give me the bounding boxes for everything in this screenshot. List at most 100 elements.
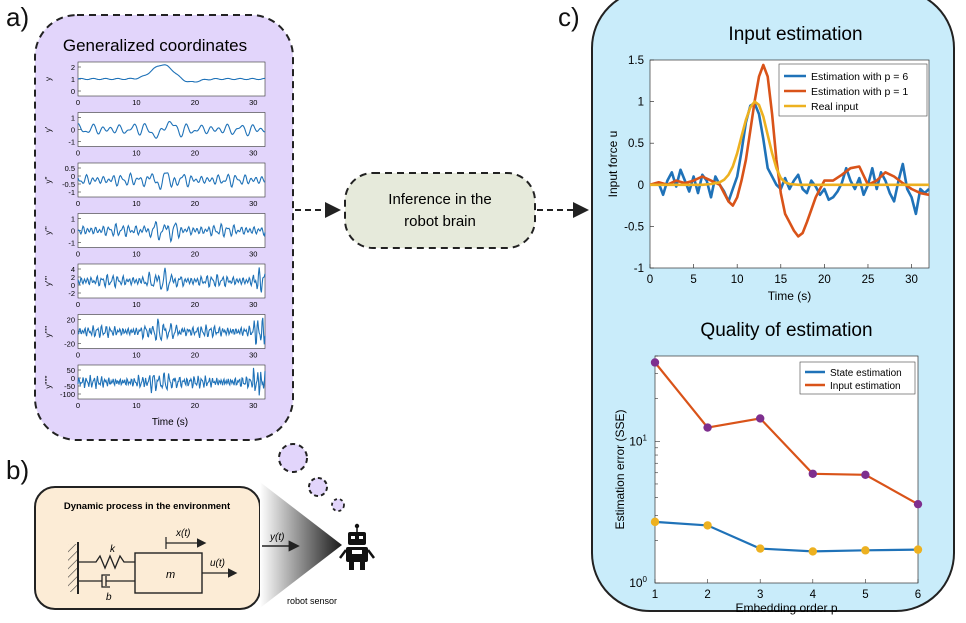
coord-plot-ytick: -100 [60, 390, 75, 399]
u-label: u(t) [210, 558, 225, 569]
coord-plot-frame [78, 113, 265, 147]
environment-title: Dynamic process in the environment [64, 501, 231, 512]
coord-plot-ytick: 0 [71, 87, 75, 96]
input-estimation-ytick-label: 0.5 [628, 138, 644, 150]
quality-xlabel: Embedding order p [735, 601, 837, 615]
coord-plot-xtick: 10 [132, 149, 140, 158]
quality-xtick-label: 3 [757, 589, 763, 601]
inference-text-line1: Inference in the [388, 191, 491, 208]
input-estimation-xtick-label: 30 [905, 274, 918, 286]
coord-plot-ytick: 1 [71, 114, 75, 123]
input-estimation-ytick-label: 1.5 [628, 55, 644, 67]
quality-of-estimation-chart: Quality of estimation 100 101 1 2 3 4 5 6 Embeddi… [613, 320, 922, 615]
coord-plot-xtick: 20 [191, 351, 199, 360]
robot-icon [340, 524, 374, 570]
panel-a-xlabel: Time (s) [152, 417, 188, 428]
y-label: y(t) [269, 532, 284, 543]
thought-bubble-small [332, 499, 344, 511]
coord-plot-xtick: 30 [249, 149, 257, 158]
legend-label: State estimation [830, 368, 902, 379]
quality-point [703, 423, 711, 431]
coord-plot-ytick: -20 [64, 340, 75, 349]
thought-bubble-medium [309, 478, 327, 496]
coord-plot-xtick: 30 [249, 300, 257, 309]
legend-label: Input estimation [830, 381, 901, 392]
coord-plot-ytick: -1 [68, 239, 75, 248]
input-estimation-title: Input estimation [728, 24, 862, 45]
input-estimation-ytick-label: 1 [638, 97, 644, 109]
coord-plot-ylabel: y''''' [44, 325, 53, 337]
coord-plot-frame [78, 163, 265, 197]
quality-point [651, 358, 659, 366]
inference-box [345, 173, 535, 248]
coord-plot-xtick: 20 [191, 250, 199, 259]
quality-point [861, 546, 869, 554]
mass-label: m [166, 569, 175, 581]
quality-point [809, 547, 817, 555]
coord-plot-ytick: 0 [71, 227, 75, 236]
quality-ylabel: Estimation error (SSE) [613, 409, 627, 529]
coord-plot-xtick: 30 [249, 401, 257, 410]
input-estimation-xtick-label: 5 [690, 274, 696, 286]
coord-plot-xtick: 0 [76, 401, 80, 410]
coord-plot-xtick: 10 [132, 401, 140, 410]
coord-plot-xtick: 0 [76, 351, 80, 360]
input-estimation-xlabel: Time (s) [768, 289, 812, 303]
input-estimation-xtick-label: 20 [818, 274, 831, 286]
quality-title: Quality of estimation [700, 320, 872, 341]
quality-xtick-label: 6 [915, 589, 921, 601]
coord-plot-xtick: 30 [249, 351, 257, 360]
coord-plot-ytick: 20 [67, 316, 75, 325]
quality-point [756, 544, 764, 552]
coord-plot-xtick: 10 [132, 250, 140, 259]
quality-point [756, 414, 764, 422]
coord-plot-ytick: -1 [68, 188, 75, 197]
damper-label: b [106, 592, 112, 603]
coord-plot-ylabel: y'' [44, 176, 53, 184]
coord-plot-ytick: 1 [71, 75, 75, 84]
coord-plot-ylabel: y [44, 77, 53, 81]
input-estimation-ytick-label: -0.5 [624, 221, 644, 233]
quality-point [914, 500, 922, 508]
quality-point [809, 470, 817, 478]
input-estimation-xtick-label: 0 [647, 274, 653, 286]
coord-plot-xtick: 0 [76, 98, 80, 107]
coord-plot-xtick: 30 [249, 250, 257, 259]
quality-point [651, 518, 659, 526]
panel-a-title: Generalized coordinates [63, 36, 247, 55]
quality-xtick-label: 5 [862, 589, 868, 601]
input-estimation-ylabel: Input force u [606, 131, 620, 198]
coord-plot-xtick: 10 [132, 199, 140, 208]
coord-plot-ytick: 0 [71, 126, 75, 135]
coord-plot-xtick: 10 [132, 351, 140, 360]
quality-xtick-label: 4 [810, 589, 817, 601]
coord-plot-frame [78, 214, 265, 248]
coord-plot-xtick: 10 [132, 98, 140, 107]
quality-point [914, 545, 922, 553]
legend-label: Real input [811, 101, 858, 113]
coord-plot-xtick: 30 [249, 199, 257, 208]
input-estimation-chart: Input estimation -1 -0.5 0 0.5 1 1.5 0 5 10 15 20 25… [606, 24, 929, 303]
coord-plot-ytick: -2 [68, 289, 75, 298]
coord-plot-xtick: 20 [191, 300, 199, 309]
input-estimation-xtick-label: 25 [862, 274, 875, 286]
quality-xtick-label: 2 [704, 589, 710, 601]
coord-plot-ylabel: y'''' [44, 275, 53, 286]
coord-plot-ylabel: y''' [44, 226, 53, 235]
coord-plot-ytick: 2 [71, 63, 75, 72]
input-estimation-ytick-label: -1 [634, 263, 644, 275]
legend-label: Estimation with p = 1 [811, 86, 908, 98]
coord-plot-xtick: 20 [191, 98, 199, 107]
thought-bubble-large [279, 444, 307, 472]
sensor-cone [260, 482, 342, 608]
coord-plot-xtick: 0 [76, 199, 80, 208]
coord-plot-xtick: 10 [132, 300, 140, 309]
input-estimation-xtick-label: 10 [731, 274, 744, 286]
coord-plot-xtick: 0 [76, 149, 80, 158]
quality-xtick-label: 1 [652, 589, 658, 601]
coord-plot-xtick: 0 [76, 250, 80, 259]
coord-plot-ytick: 0 [71, 328, 75, 337]
input-estimation-xtick-label: 15 [774, 274, 787, 286]
inference-text-line2: robot brain [404, 213, 476, 230]
